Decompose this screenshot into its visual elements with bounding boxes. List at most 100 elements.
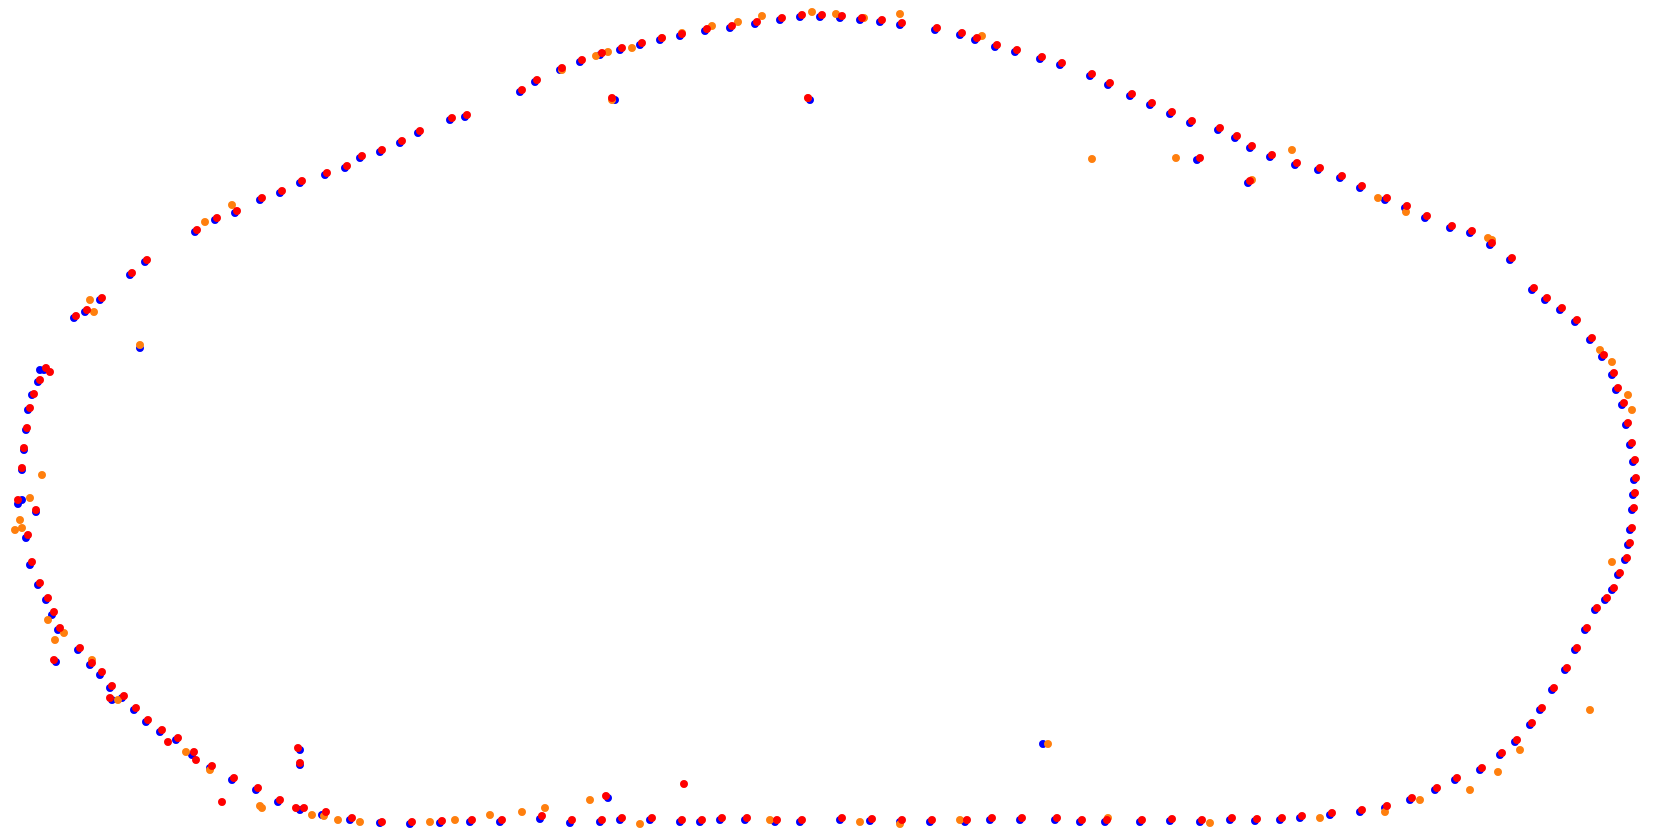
data-point xyxy=(233,207,241,215)
data-point xyxy=(766,816,774,824)
data-point xyxy=(1198,816,1206,824)
data-point xyxy=(1466,786,1474,794)
data-point xyxy=(36,579,44,587)
data-point xyxy=(808,8,816,16)
data-point xyxy=(1358,182,1366,190)
series-1 xyxy=(11,8,1636,828)
data-point xyxy=(128,269,136,277)
data-point xyxy=(1228,814,1236,822)
data-point xyxy=(1494,768,1502,776)
data-point xyxy=(1626,539,1634,547)
data-point xyxy=(773,816,781,824)
data-point xyxy=(743,814,751,822)
data-point xyxy=(98,668,106,676)
data-point xyxy=(568,816,576,824)
data-point xyxy=(136,341,144,349)
data-point xyxy=(758,12,766,20)
data-point xyxy=(1593,604,1601,612)
data-point xyxy=(1603,594,1611,602)
data-point xyxy=(1478,764,1486,772)
data-point xyxy=(1610,369,1618,377)
data-point xyxy=(1614,384,1622,392)
data-point xyxy=(1248,142,1256,150)
data-point xyxy=(1253,815,1261,823)
data-point xyxy=(76,644,84,652)
data-point xyxy=(1402,208,1410,216)
data-point xyxy=(678,816,686,824)
data-point xyxy=(1630,504,1638,512)
data-point xyxy=(1516,746,1524,754)
data-point xyxy=(108,682,116,690)
data-point xyxy=(46,368,54,376)
data-point xyxy=(50,656,58,664)
series-0 xyxy=(14,13,1638,828)
data-point xyxy=(541,804,549,812)
data-point xyxy=(1623,554,1631,562)
data-point xyxy=(1188,117,1196,125)
data-point xyxy=(143,256,151,264)
data-point xyxy=(296,759,304,767)
data-point xyxy=(598,816,606,824)
data-point xyxy=(258,194,266,202)
data-point xyxy=(648,814,656,822)
data-point xyxy=(1600,351,1608,359)
data-point xyxy=(1628,439,1636,447)
data-point xyxy=(604,48,612,56)
data-point xyxy=(348,814,356,822)
data-point xyxy=(72,312,80,320)
data-point xyxy=(1608,358,1616,366)
data-point xyxy=(278,187,286,195)
data-point xyxy=(1058,59,1066,67)
data-point xyxy=(838,814,846,822)
data-point xyxy=(18,464,26,472)
data-point xyxy=(1563,664,1571,672)
data-point xyxy=(1588,334,1596,342)
data-point xyxy=(1293,159,1301,167)
data-point xyxy=(1498,749,1506,757)
data-point xyxy=(1128,90,1136,98)
data-point xyxy=(1268,151,1276,159)
data-point xyxy=(1018,814,1026,822)
data-point xyxy=(213,214,221,222)
data-point xyxy=(592,52,600,60)
data-point xyxy=(1013,46,1021,54)
data-point xyxy=(193,226,201,234)
data-point xyxy=(44,616,52,624)
data-point xyxy=(734,18,742,26)
data-point xyxy=(636,820,644,828)
data-point xyxy=(106,694,114,702)
data-point xyxy=(1103,816,1111,824)
data-point xyxy=(680,780,688,788)
data-point xyxy=(586,796,594,804)
data-point xyxy=(218,798,226,806)
data-point xyxy=(1608,558,1616,566)
data-point xyxy=(1628,524,1636,532)
data-point xyxy=(158,726,166,734)
data-point xyxy=(896,10,904,18)
data-point xyxy=(294,744,302,752)
data-point xyxy=(201,218,209,226)
data-point xyxy=(703,25,711,33)
data-point xyxy=(618,814,626,822)
data-point xyxy=(956,816,964,824)
data-point xyxy=(1403,202,1411,210)
data-point xyxy=(208,762,216,770)
data-point xyxy=(778,14,786,22)
data-point xyxy=(1488,239,1496,247)
data-point xyxy=(1631,456,1639,464)
data-point xyxy=(1586,706,1594,714)
data-point xyxy=(323,169,331,177)
data-point xyxy=(20,444,28,452)
data-point xyxy=(578,56,586,64)
data-point xyxy=(322,808,330,816)
data-point xyxy=(1278,814,1286,822)
data-point xyxy=(308,811,316,819)
data-point xyxy=(378,818,386,826)
data-point xyxy=(438,817,446,825)
data-point xyxy=(298,177,306,185)
data-point xyxy=(16,516,24,524)
data-point xyxy=(678,30,686,38)
data-point xyxy=(192,756,200,764)
